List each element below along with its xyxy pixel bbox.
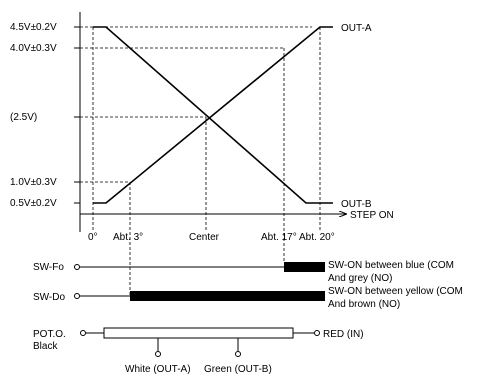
series-out-b-line	[93, 26, 333, 204]
pot-right-label: RED (IN)	[323, 329, 364, 340]
switch-do-desc-line2: And brown (NO)	[328, 299, 400, 310]
switch-fo-desc-line2: And grey (NO)	[328, 273, 392, 284]
y-tick-label: 0.5V±0.2V	[10, 198, 57, 209]
series-out-a-label: OUT-A	[341, 23, 372, 34]
pot-label-line2: Black	[33, 341, 58, 352]
x-tick-label: Abt. 3°	[113, 232, 143, 243]
switch-do-on-bar	[130, 291, 325, 301]
x-axis-label: STEP ON	[350, 210, 394, 221]
pot-label-line1: POT.O.	[33, 329, 66, 340]
pot-resistor-body	[103, 327, 294, 339]
switch-do-terminal	[74, 293, 80, 299]
pot-tap-a-terminal	[155, 351, 161, 357]
switch-fo-terminal	[74, 264, 80, 270]
switch-fo-label: SW-Fo	[33, 262, 64, 273]
pot-right-terminal	[314, 330, 320, 336]
y-tick-label: 4.0V±0.3V	[10, 43, 57, 54]
series-out-a-line	[93, 26, 333, 204]
x-tick-label: Abt. 20°	[299, 232, 335, 243]
y-tick-label: 4.5V±0.2V	[10, 22, 57, 33]
pot-tap-b-label: Green (OUT-B)	[204, 364, 272, 375]
y-tick-label: 1.0V±0.3V	[10, 177, 57, 188]
switch-fo-on-bar	[284, 262, 325, 272]
y-tick-label: (2.5V)	[10, 112, 37, 123]
x-tick-label: 0°	[88, 232, 98, 243]
x-tick-label: Abt. 17°	[261, 232, 297, 243]
switch-do-desc-line1: SW-ON between yellow (COM	[328, 286, 463, 297]
switch-do-label: SW-Do	[33, 292, 65, 303]
series-out-b-label: OUT-B	[341, 199, 372, 210]
pot-tap-b-terminal	[235, 351, 241, 357]
x-tick-label: Center	[189, 232, 220, 243]
switch-fo-desc-line1: SW-ON between blue (COM	[328, 260, 454, 271]
pot-tap-a-label: White (OUT-A)	[125, 364, 191, 375]
pot-left-terminal	[80, 330, 86, 336]
